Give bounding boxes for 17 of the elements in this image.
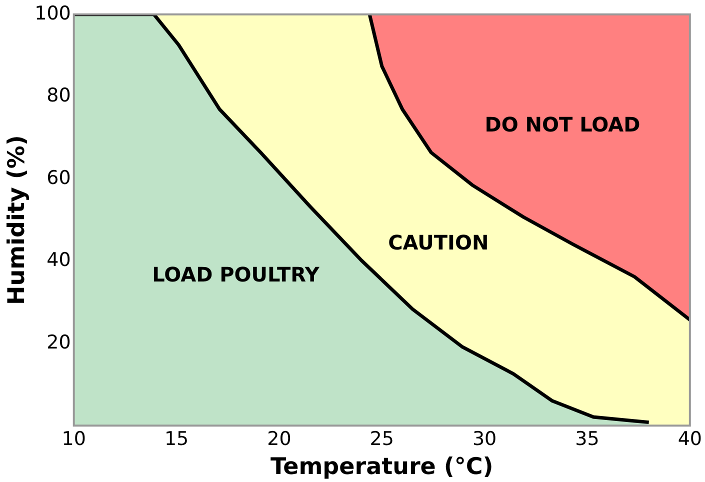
x-tick-label: 15 (164, 428, 189, 450)
y-tick-label: 80 (46, 84, 71, 107)
y-tick-label: 20 (46, 331, 71, 354)
series-label: LOAD POULTRY (152, 262, 320, 286)
y-axis-title: Humidity (%) (4, 135, 30, 305)
series-label: DO NOT LOAD (484, 112, 640, 137)
x-tick-label: 10 (62, 428, 86, 450)
x-tick-label: 25 (370, 428, 394, 450)
y-tick-label: 40 (46, 249, 71, 272)
x-tick-label: 35 (575, 428, 600, 450)
y-tick-label: 60 (46, 166, 71, 189)
x-tick-label: 30 (472, 428, 497, 450)
x-tick-label: 20 (267, 428, 292, 450)
x-axis-title: Temperature (°C) (270, 454, 494, 480)
y-tick-label: 100 (34, 2, 71, 24)
x-tick-label: 40 (678, 428, 702, 450)
series-label: CAUTION (388, 230, 489, 254)
